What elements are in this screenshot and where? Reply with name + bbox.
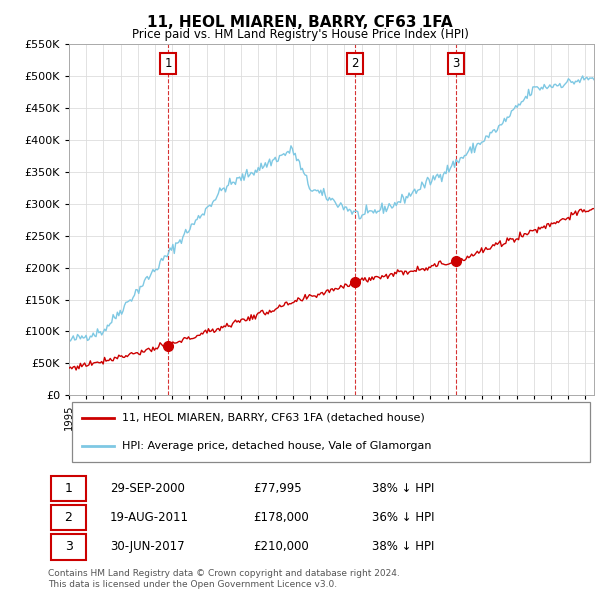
Text: Price paid vs. HM Land Registry's House Price Index (HPI): Price paid vs. HM Land Registry's House … xyxy=(131,28,469,41)
Text: £178,000: £178,000 xyxy=(253,511,309,525)
Text: HPI: Average price, detached house, Vale of Glamorgan: HPI: Average price, detached house, Vale… xyxy=(121,441,431,451)
Text: 30-JUN-2017: 30-JUN-2017 xyxy=(110,540,185,553)
Text: Contains HM Land Registry data © Crown copyright and database right 2024.
This d: Contains HM Land Registry data © Crown c… xyxy=(48,569,400,589)
Text: 38% ↓ HPI: 38% ↓ HPI xyxy=(372,540,434,553)
Text: £210,000: £210,000 xyxy=(253,540,309,553)
Text: 36% ↓ HPI: 36% ↓ HPI xyxy=(372,511,434,525)
FancyBboxPatch shape xyxy=(50,476,86,501)
Text: 2: 2 xyxy=(65,511,73,525)
Text: 2: 2 xyxy=(352,57,359,70)
Text: 1: 1 xyxy=(65,482,73,495)
Text: 11, HEOL MIAREN, BARRY, CF63 1FA (detached house): 11, HEOL MIAREN, BARRY, CF63 1FA (detach… xyxy=(121,413,424,423)
Text: 38% ↓ HPI: 38% ↓ HPI xyxy=(372,482,434,495)
FancyBboxPatch shape xyxy=(71,402,590,462)
Text: 11, HEOL MIAREN, BARRY, CF63 1FA: 11, HEOL MIAREN, BARRY, CF63 1FA xyxy=(147,15,453,30)
Text: 3: 3 xyxy=(452,57,460,70)
Text: 3: 3 xyxy=(65,540,73,553)
Text: 29-SEP-2000: 29-SEP-2000 xyxy=(110,482,185,495)
FancyBboxPatch shape xyxy=(50,505,86,530)
Text: £77,995: £77,995 xyxy=(253,482,302,495)
Text: 1: 1 xyxy=(164,57,172,70)
FancyBboxPatch shape xyxy=(50,535,86,559)
Text: 19-AUG-2011: 19-AUG-2011 xyxy=(110,511,189,525)
